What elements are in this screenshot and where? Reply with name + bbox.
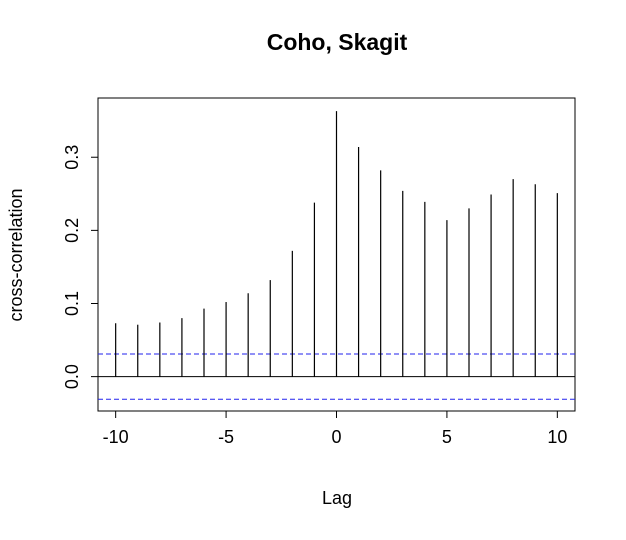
- y-tick-label: 0.2: [62, 218, 82, 243]
- x-tick-label: -10: [103, 427, 129, 447]
- x-axis-label: Lag: [322, 488, 352, 508]
- x-tick-label: 0: [331, 427, 341, 447]
- y-tick-label: 0.1: [62, 291, 82, 316]
- y-tick-label: 0.0: [62, 364, 82, 389]
- x-tick-label: 5: [442, 427, 452, 447]
- x-tick-label: 10: [547, 427, 567, 447]
- plot-area: -10 -5 0 5 10 0.0 0.1 0.2 0.3: [62, 97, 576, 447]
- x-tick-label: -5: [218, 427, 234, 447]
- chart-title: Coho, Skagit: [267, 29, 408, 55]
- y-tick-label: 0.3: [62, 145, 82, 170]
- y-axis-label: cross-correlation: [6, 188, 26, 321]
